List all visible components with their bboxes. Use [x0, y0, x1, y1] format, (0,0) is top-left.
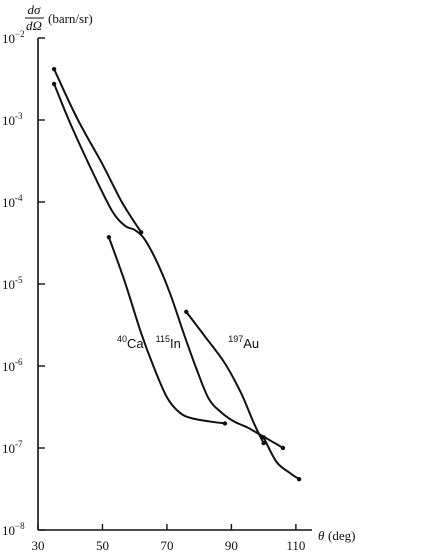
curve-au-endpoint [261, 440, 266, 446]
x-tick-label: 70 [160, 538, 173, 553]
curve-au-endpoint [184, 309, 189, 315]
curve-au-back [262, 436, 301, 481]
y-axis-title-denominator: dΩ [26, 18, 42, 33]
y-axis-ticks: 10−2 10-3 10-4 10-5 10-6 10-7 10−8 [2, 29, 45, 538]
label-ca: 40Ca [117, 334, 144, 351]
y-axis-title-numerator: dσ [28, 2, 42, 17]
x-tick-label: 50 [96, 538, 109, 553]
curve-ca-back-endpoint [106, 235, 112, 240]
y-tick-label: 10-7 [2, 439, 23, 456]
curve-in-endpoint [280, 445, 286, 451]
x-axis-title-symbol: θ [318, 528, 325, 543]
y-tick-label: 10−8 [2, 521, 25, 538]
curve-ca-endpoint [51, 66, 57, 72]
x-axis-title-unit: (deg) [328, 528, 355, 543]
x-axis-title: θ (deg) [318, 528, 355, 543]
y-axis-title-unit: (barn/sr) [48, 11, 93, 26]
x-tick-label: 90 [225, 538, 238, 553]
curve-in [53, 82, 284, 449]
y-tick-label: 10-5 [2, 275, 23, 292]
y-tick-label: 10-4 [2, 193, 23, 210]
curve-ca [53, 68, 143, 234]
curve-au-back-endpoint [296, 476, 302, 482]
x-tick-label: 30 [32, 538, 45, 553]
isotope-labels: 40Ca 115In 197Au [117, 334, 259, 351]
curve-au [185, 310, 265, 445]
x-tick-label: 110 [286, 538, 305, 553]
y-axis-title: dσ dΩ (barn/sr) [25, 2, 93, 33]
x-axis-ticks: 30 50 70 90 110 [32, 524, 305, 553]
curve-ca-back-endpoint [222, 421, 228, 426]
y-tick-label: 10-3 [2, 111, 23, 128]
data-curves [51, 66, 302, 482]
curve-ca-back [107, 236, 226, 425]
curve-au-back-endpoint [261, 435, 266, 440]
curve-in-endpoint [51, 81, 57, 87]
y-tick-label: 10-6 [2, 357, 23, 374]
y-tick-label: 10−2 [2, 29, 25, 46]
label-in: 115In [156, 334, 181, 351]
label-au: 197Au [228, 334, 259, 351]
